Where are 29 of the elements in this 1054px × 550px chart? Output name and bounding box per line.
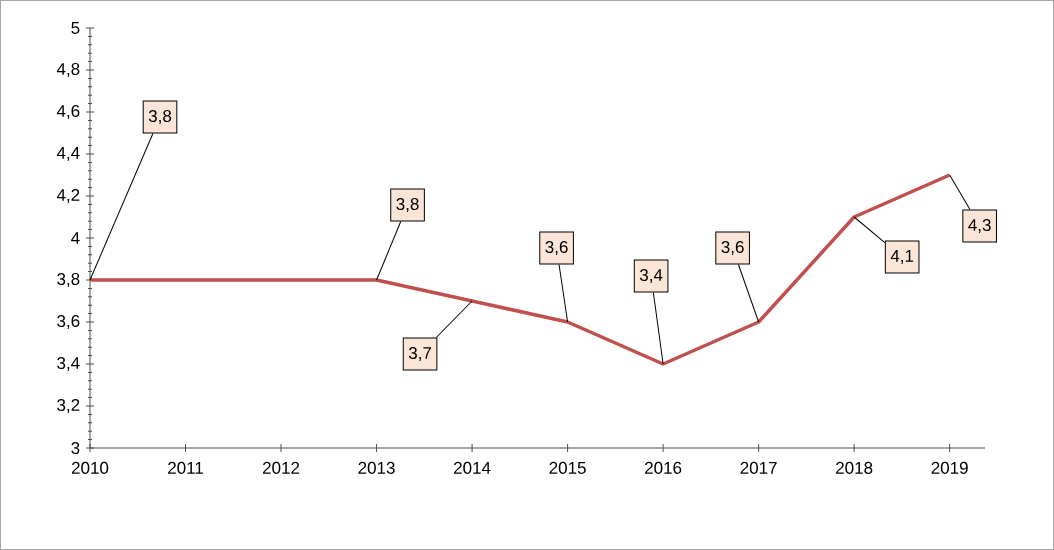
x-tick-label: 2010 (71, 461, 109, 474)
data-label: 3,7 (408, 346, 432, 362)
y-tick-label: 4,8 (56, 62, 80, 78)
y-tick-label: 4 (71, 232, 80, 244)
x-tick-label: 2017 (740, 461, 777, 474)
x-tick-label: 2012 (262, 461, 300, 474)
y-tick-label: 5 (71, 22, 80, 34)
x-tick-label: 2019 (931, 461, 968, 474)
y-tick-label: 3,4 (57, 356, 80, 372)
y-tick-label: 3 (71, 441, 80, 455)
x-tick-label: 2011 (168, 461, 203, 474)
y-tick-label: 4,2 (56, 188, 80, 204)
data-label: 3,8 (148, 109, 172, 125)
data-label: 3,6 (721, 240, 744, 256)
x-tick-label: 2016 (645, 461, 682, 474)
x-tick-label: 2015 (549, 461, 586, 474)
data-label: 3,4 (639, 268, 663, 284)
data-label: 4,1 (890, 250, 914, 264)
y-tick-label: 3,8 (57, 272, 80, 288)
y-tick-label: 4,6 (56, 104, 80, 120)
x-tick-label: 2013 (358, 461, 395, 474)
data-label: 4,3 (968, 218, 991, 234)
data-label: 3,8 (396, 197, 419, 213)
x-tick-label: 2014 (454, 461, 491, 474)
y-tick-label: 3,6 (57, 314, 80, 330)
data-label: 3,6 (545, 240, 568, 256)
x-tick-label: 2018 (836, 461, 873, 474)
y-tick-label: 3,2 (57, 398, 80, 414)
y-tick-label: 4,4 (56, 147, 80, 161)
